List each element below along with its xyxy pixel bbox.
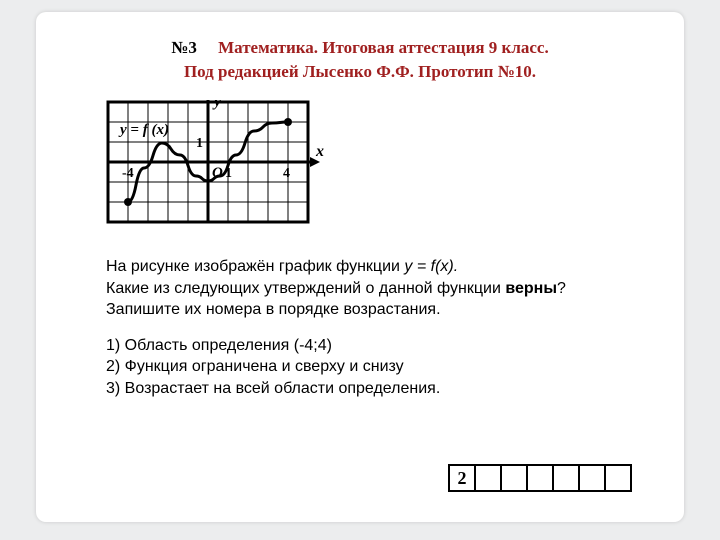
answer-cell: 2 (449, 465, 475, 491)
svg-text:1: 1 (196, 136, 203, 151)
svg-text:1: 1 (225, 166, 232, 181)
option-3: 3) Возрастает на всей области определени… (106, 378, 634, 400)
question-text: На рисунке изображён график функции y = … (106, 256, 634, 321)
svg-text:y: y (212, 100, 222, 110)
answer-cell (579, 465, 605, 491)
answer-cell (501, 465, 527, 491)
option-1: 1) Область определения (-4;4) (106, 335, 634, 357)
answer-cell (475, 465, 501, 491)
svg-text:-4: -4 (122, 166, 134, 181)
svg-text:x: x (315, 143, 324, 160)
svg-text:y = f (x): y = f (x) (118, 122, 169, 138)
subtitle-line: Под редакцией Лысенко Ф.Ф. Прототип №10. (76, 62, 644, 82)
problem-number: №3 (171, 38, 197, 57)
slide-card: №3 Математика. Итоговая аттестация 9 кла… (36, 12, 684, 522)
answer-cell (553, 465, 579, 491)
answer-grid: 2 (448, 464, 632, 492)
svg-text:4: 4 (283, 166, 290, 181)
svg-text:O: O (212, 165, 223, 181)
answer-cell (605, 465, 631, 491)
function-graph: y = f (x) y x O1 1 -4 4 (106, 100, 644, 236)
subject-title: Математика. Итоговая аттестация 9 класс. (218, 38, 549, 57)
option-2: 2) Функция ограничена и сверху и снизу (106, 356, 634, 378)
title-line: №3 Математика. Итоговая аттестация 9 кла… (76, 38, 644, 58)
answer-cell (527, 465, 553, 491)
question-block: На рисунке изображён график функции y = … (106, 256, 634, 400)
